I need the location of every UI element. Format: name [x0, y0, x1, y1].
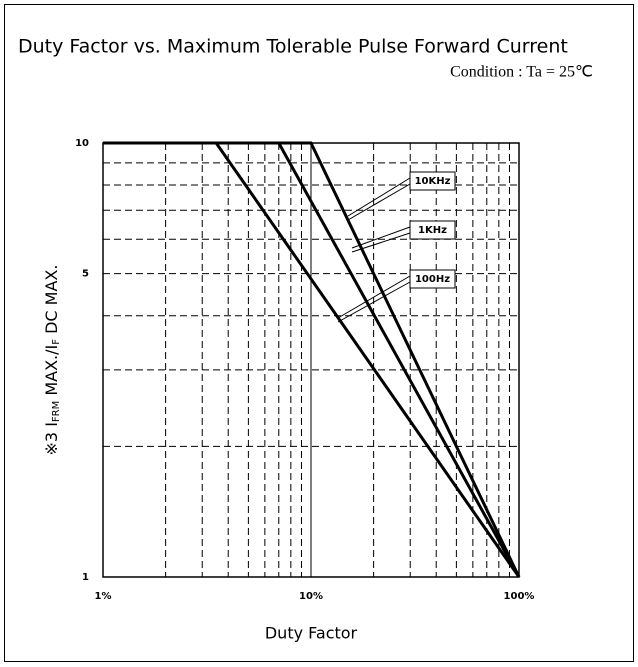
leader-line: [347, 177, 411, 217]
y-axis-label: ※3 IFRM MAX./IF DC MAX.: [42, 265, 63, 456]
y-label-sub: F: [51, 339, 62, 345]
y-label-part: DC MAX.: [42, 265, 61, 339]
x-tick-label: 1%: [95, 591, 112, 602]
y-label-sub: FRM: [51, 401, 62, 422]
x-axis-label: Duty Factor: [265, 624, 358, 643]
series-tag-box: [409, 220, 456, 240]
leader-line: [337, 281, 411, 323]
leader-line: [337, 275, 411, 319]
x-tick-label: 100%: [504, 591, 535, 602]
leader-line: [347, 183, 411, 221]
series-tag: 100Hz: [415, 274, 450, 285]
frame: [4, 4, 634, 662]
chart-title: Duty Factor vs. Maximum Tolerable Pulse …: [18, 36, 568, 58]
leader-line: [351, 232, 411, 253]
leader-line: [351, 226, 411, 249]
x-tick-label: 10%: [299, 591, 323, 602]
y-tick-label: 10: [75, 138, 89, 149]
series-tag: 10KHz: [415, 176, 451, 187]
y-tick-label: 1: [82, 572, 89, 583]
series-tag-box: [409, 171, 456, 191]
chart-subtitle: Condition : Ta = 25℃: [450, 64, 593, 81]
y-tick-label: 5: [82, 269, 89, 280]
y-label-part: MAX./I: [42, 345, 61, 401]
series-tag-box: [409, 269, 456, 289]
series-tag: 1KHz: [418, 225, 447, 236]
y-label-part: ※3 I: [42, 422, 61, 455]
series-line: [103, 141, 521, 578]
